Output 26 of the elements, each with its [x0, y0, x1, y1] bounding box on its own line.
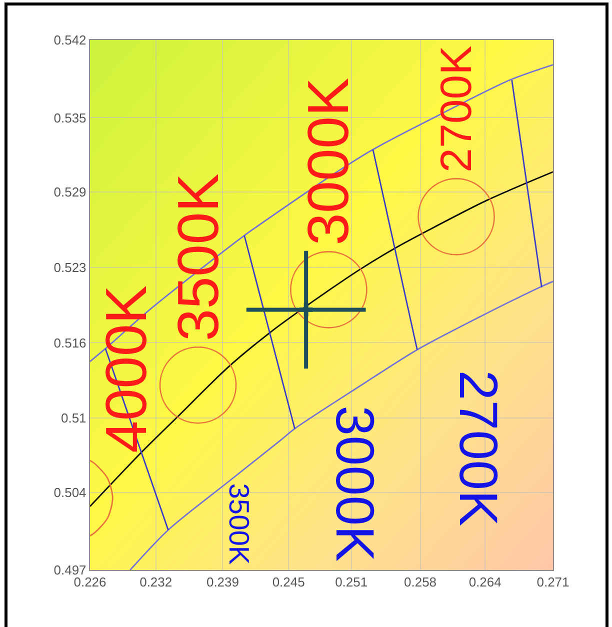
- x-tick-label: 0.251: [335, 574, 368, 590]
- x-tick-label: 0.264: [468, 574, 502, 590]
- x-tick-label: 0.232: [140, 574, 172, 590]
- point: [299, 303, 313, 316]
- y-tick-label: 0.516: [54, 335, 86, 350]
- annotation: 3000K: [324, 406, 384, 562]
- y-tick-label: 0.504: [54, 484, 86, 500]
- line-series: [90, 460, 114, 537]
- x-tick-label: 0.245: [272, 574, 305, 590]
- point: [290, 251, 368, 328]
- annotation: 4000K: [94, 284, 160, 453]
- x-tick-label: 0.271: [536, 574, 570, 590]
- annotation: 2700K: [448, 370, 508, 526]
- x-tick-label: 0.258: [404, 574, 437, 590]
- x-tick-label: 0.239: [206, 574, 240, 590]
- y-tick-label: 0.529: [54, 184, 86, 200]
- y-tick-label: 0.51: [60, 410, 86, 426]
- y-tick-label: 0.523: [54, 260, 86, 275]
- point: [159, 346, 237, 424]
- y-tick-label: 0.535: [54, 110, 86, 126]
- annotation: 2700K: [432, 46, 482, 172]
- annotation: 3500K: [224, 483, 256, 565]
- annotation: 3000K: [296, 77, 362, 246]
- point: [418, 178, 495, 256]
- annotation: 3500K: [166, 173, 231, 342]
- y-tick-label: 0.542: [54, 32, 86, 48]
